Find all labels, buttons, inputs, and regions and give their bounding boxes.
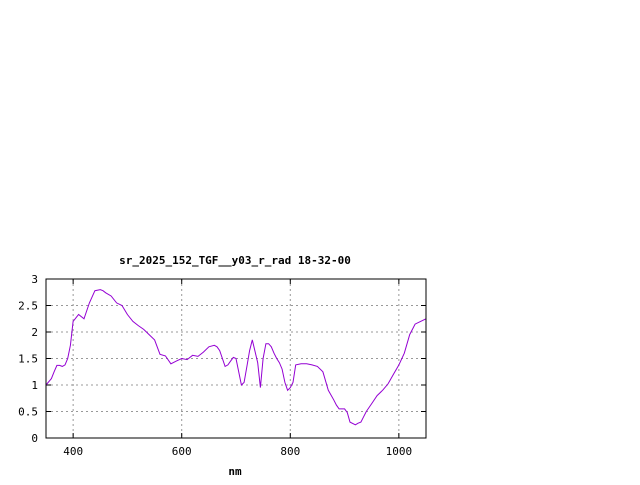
- series-line-0: [45, 289, 427, 426]
- x-axis-label: nm: [228, 465, 242, 478]
- x-tick-label: 800: [280, 445, 300, 458]
- x-tick-label: 600: [172, 445, 192, 458]
- y-tick-label: 0: [31, 432, 38, 445]
- y-tick-label: 3: [31, 273, 38, 286]
- tick-layer: 0 0.5 1 1.5 2 2.5 3 400 600 800 1000: [18, 273, 426, 458]
- x-tick-label: 400: [63, 445, 83, 458]
- y-tick-label: 0.5: [18, 406, 38, 419]
- grid-layer: [46, 279, 426, 438]
- series-layer: [45, 289, 427, 426]
- y-tick-label: 1.5: [18, 353, 38, 366]
- x-tick-label: 1000: [386, 445, 413, 458]
- y-tick-label: 2.5: [18, 300, 38, 313]
- plot-frame: [45, 278, 427, 439]
- y-tick-label: 2: [31, 326, 38, 339]
- y-tick-label: 1: [31, 379, 38, 392]
- chart-title: sr_2025_152_TGF__y03_r_rad 18-32-00: [119, 254, 351, 267]
